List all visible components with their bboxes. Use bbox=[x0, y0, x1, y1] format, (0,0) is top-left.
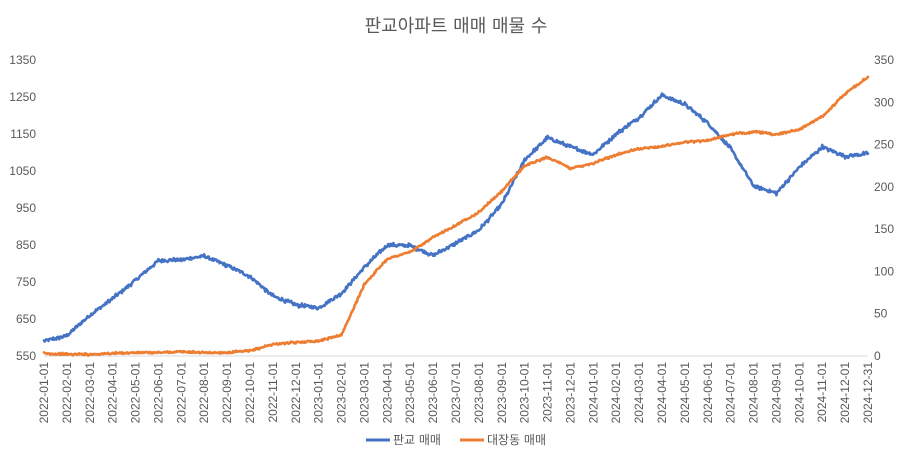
x-tick-label: 2022-07-01 bbox=[174, 362, 188, 424]
x-tick-label: 2024-03-01 bbox=[632, 362, 646, 424]
x-tick-label: 2024-02-01 bbox=[609, 362, 623, 424]
x-tick-label: 2024-09-01 bbox=[769, 362, 783, 424]
x-tick-label: 2024-11-01 bbox=[815, 362, 829, 423]
left-tick-label: 850 bbox=[16, 238, 36, 252]
left-tick-label: 1150 bbox=[10, 127, 36, 141]
series-line-daejang bbox=[42, 75, 870, 357]
x-tick-label: 2022-08-01 bbox=[197, 362, 211, 424]
chart-title: 판교아파트 매매 매물 수 bbox=[365, 16, 548, 37]
x-tick-label: 2023-11-01 bbox=[541, 362, 555, 423]
x-tick-label: 2024-12-01 bbox=[838, 362, 852, 424]
left-tick-label: 750 bbox=[16, 275, 36, 289]
x-tick-label: 2023-12-01 bbox=[563, 362, 577, 424]
x-tick-label: 2024-07-01 bbox=[724, 362, 738, 424]
x-tick-label: 2024-06-01 bbox=[701, 362, 715, 424]
left-y-axis: 550 650 750 850 950 1050 1150 1250 1350 bbox=[9, 53, 36, 363]
right-tick-label: 50 bbox=[874, 307, 888, 321]
x-tick-label: 2023-09-01 bbox=[495, 362, 509, 424]
x-tick-label: 2023-02-01 bbox=[335, 362, 349, 424]
right-tick-label: 350 bbox=[874, 53, 894, 67]
x-tick-label: 2023-10-01 bbox=[518, 362, 532, 424]
right-tick-label: 300 bbox=[874, 95, 894, 109]
left-tick-label: 650 bbox=[16, 312, 36, 326]
x-tick-label: 2023-07-01 bbox=[449, 362, 463, 424]
x-tick-label: 2023-05-01 bbox=[403, 362, 417, 424]
right-tick-label: 150 bbox=[874, 222, 894, 236]
left-tick-label: 1050 bbox=[9, 164, 36, 178]
x-tick-label: 2022-02-01 bbox=[60, 362, 74, 424]
x-tick-label: 2022-10-01 bbox=[243, 362, 257, 424]
legend: 판교 매매 대장동 매매 bbox=[366, 433, 546, 447]
x-tick-label: 2023-01-01 bbox=[312, 362, 326, 424]
x-tick-label: 2024-04-01 bbox=[655, 362, 669, 424]
series-layer bbox=[42, 75, 870, 357]
left-tick-label: 1250 bbox=[9, 90, 36, 104]
x-tick-label: 2023-03-01 bbox=[357, 362, 371, 424]
x-tick-label: 2023-08-01 bbox=[472, 362, 486, 424]
x-tick-label: 2022-11-01 bbox=[266, 362, 280, 423]
legend-label-daejang: 대장동 매매 bbox=[487, 433, 546, 447]
x-tick-label: 2024-05-01 bbox=[678, 362, 692, 424]
legend-label-pangyo: 판교 매매 bbox=[393, 433, 441, 447]
right-tick-label: 250 bbox=[874, 138, 894, 152]
x-tick-label: 2024-12-31 bbox=[861, 362, 875, 424]
right-y-axis: 0 50 100 150 200 250 300 350 bbox=[874, 53, 894, 363]
right-tick-label: 100 bbox=[874, 264, 894, 278]
x-tick-label: 2022-05-01 bbox=[129, 362, 143, 424]
right-tick-label: 0 bbox=[874, 349, 881, 363]
series-line-pangyo bbox=[42, 92, 870, 343]
right-tick-label: 200 bbox=[874, 180, 894, 194]
x-tick-label: 2024-08-01 bbox=[747, 362, 761, 424]
x-tick-label: 2022-09-01 bbox=[220, 362, 234, 424]
x-tick-label: 2022-04-01 bbox=[106, 362, 120, 424]
left-tick-label: 950 bbox=[16, 201, 36, 215]
x-tick-label: 2022-12-01 bbox=[289, 362, 303, 424]
x-axis: 2022-01-01 2022-02-01 2022-03-01 2022-04-01… bbox=[37, 355, 875, 424]
x-tick-label: 2023-06-01 bbox=[426, 362, 440, 424]
x-tick-label: 2023-04-01 bbox=[380, 362, 394, 424]
x-tick-label: 2024-10-01 bbox=[792, 362, 806, 424]
x-tick-label: 2022-06-01 bbox=[151, 362, 165, 424]
left-tick-label: 550 bbox=[16, 349, 36, 363]
x-tick-label: 2024-01-01 bbox=[586, 362, 600, 424]
x-tick-label: 2022-01-01 bbox=[37, 362, 51, 424]
x-tick-label: 2022-03-01 bbox=[83, 362, 97, 424]
left-tick-label: 1350 bbox=[9, 53, 36, 67]
